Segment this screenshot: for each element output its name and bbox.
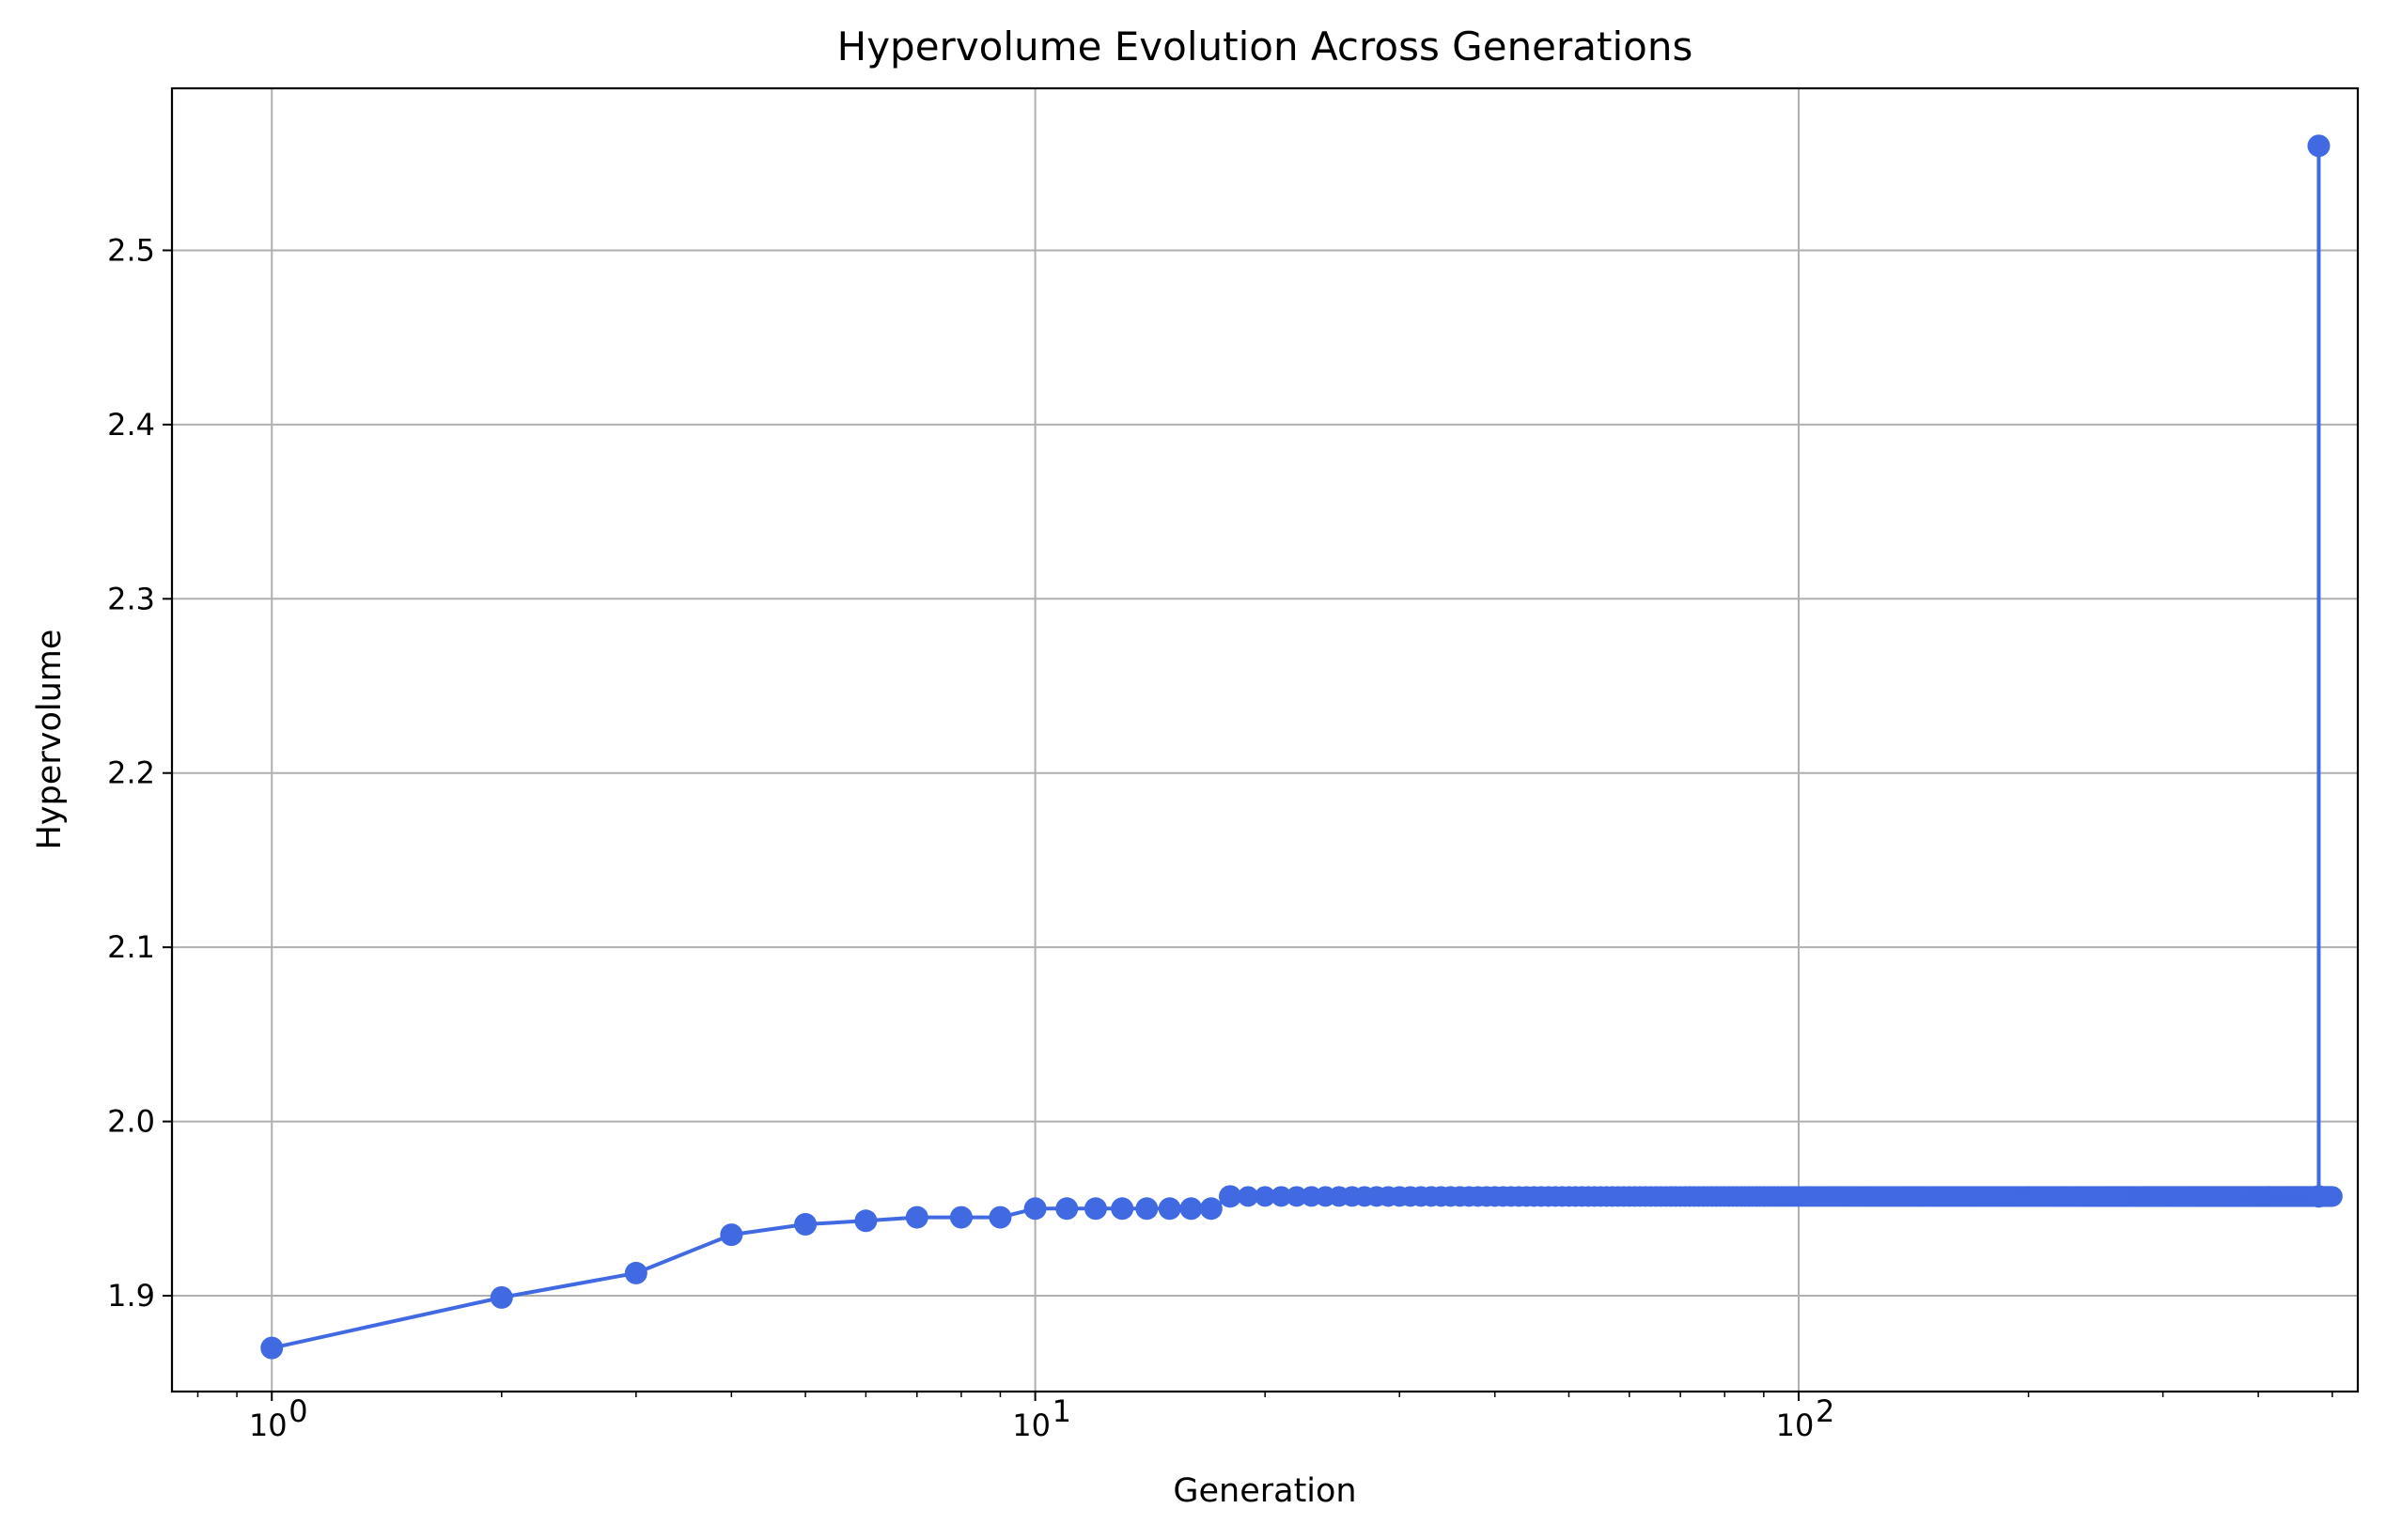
data-point [1111, 1197, 1134, 1221]
x-tick-exponent: 0 [289, 1393, 307, 1429]
series-hypervolume [260, 134, 2343, 1360]
data-point [1055, 1197, 1079, 1221]
y-tick-label: 2.1 [107, 929, 155, 965]
y-tick-label: 2.3 [107, 581, 155, 616]
x-tick-label: 10 [249, 1408, 288, 1443]
y-tick-label: 2.0 [107, 1104, 155, 1140]
grid [172, 88, 2358, 1392]
data-point [720, 1223, 743, 1247]
y-tick-label: 2.2 [107, 755, 155, 791]
plot-frame [170, 86, 2360, 1393]
data-point [1023, 1197, 1047, 1221]
data-point [1199, 1197, 1223, 1221]
x-axis-label: Generation [1173, 1472, 1356, 1510]
data-point [1158, 1197, 1181, 1221]
data-point [1179, 1197, 1203, 1221]
data-point [2307, 134, 2331, 158]
plateau-marker [1238, 1186, 1259, 1207]
y-axis-label: Hypervolume [31, 630, 69, 850]
data-point [1084, 1197, 1107, 1221]
data-point [2307, 1185, 2331, 1208]
x-tick-exponent: 2 [1816, 1393, 1834, 1429]
y-tick-label: 2.4 [107, 407, 155, 443]
data-point [1219, 1185, 1242, 1208]
data-point [794, 1212, 818, 1236]
y-tick-label: 1.9 [107, 1278, 155, 1314]
data-point [989, 1206, 1012, 1229]
data-point [490, 1285, 513, 1309]
data-point [949, 1206, 973, 1229]
data-point [260, 1336, 284, 1360]
y-tick-label: 2.5 [107, 232, 155, 268]
x-tick-label: 10 [1012, 1408, 1051, 1443]
data-point [854, 1209, 878, 1233]
data-point [905, 1206, 928, 1229]
plateau-marker [1255, 1186, 1276, 1207]
plateau-marker [1271, 1186, 1292, 1207]
plateau-marker [1286, 1186, 1307, 1207]
axis-ticks: 1.92.02.12.22.32.42.510 0 10 1 10 2 [107, 232, 2333, 1443]
data-point [624, 1261, 647, 1284]
x-tick-label: 10 [1776, 1408, 1815, 1443]
data-point [1135, 1197, 1159, 1221]
x-tick-exponent: 1 [1053, 1393, 1071, 1429]
chart-title: Hypervolume Evolution Across Generations [837, 23, 1693, 70]
